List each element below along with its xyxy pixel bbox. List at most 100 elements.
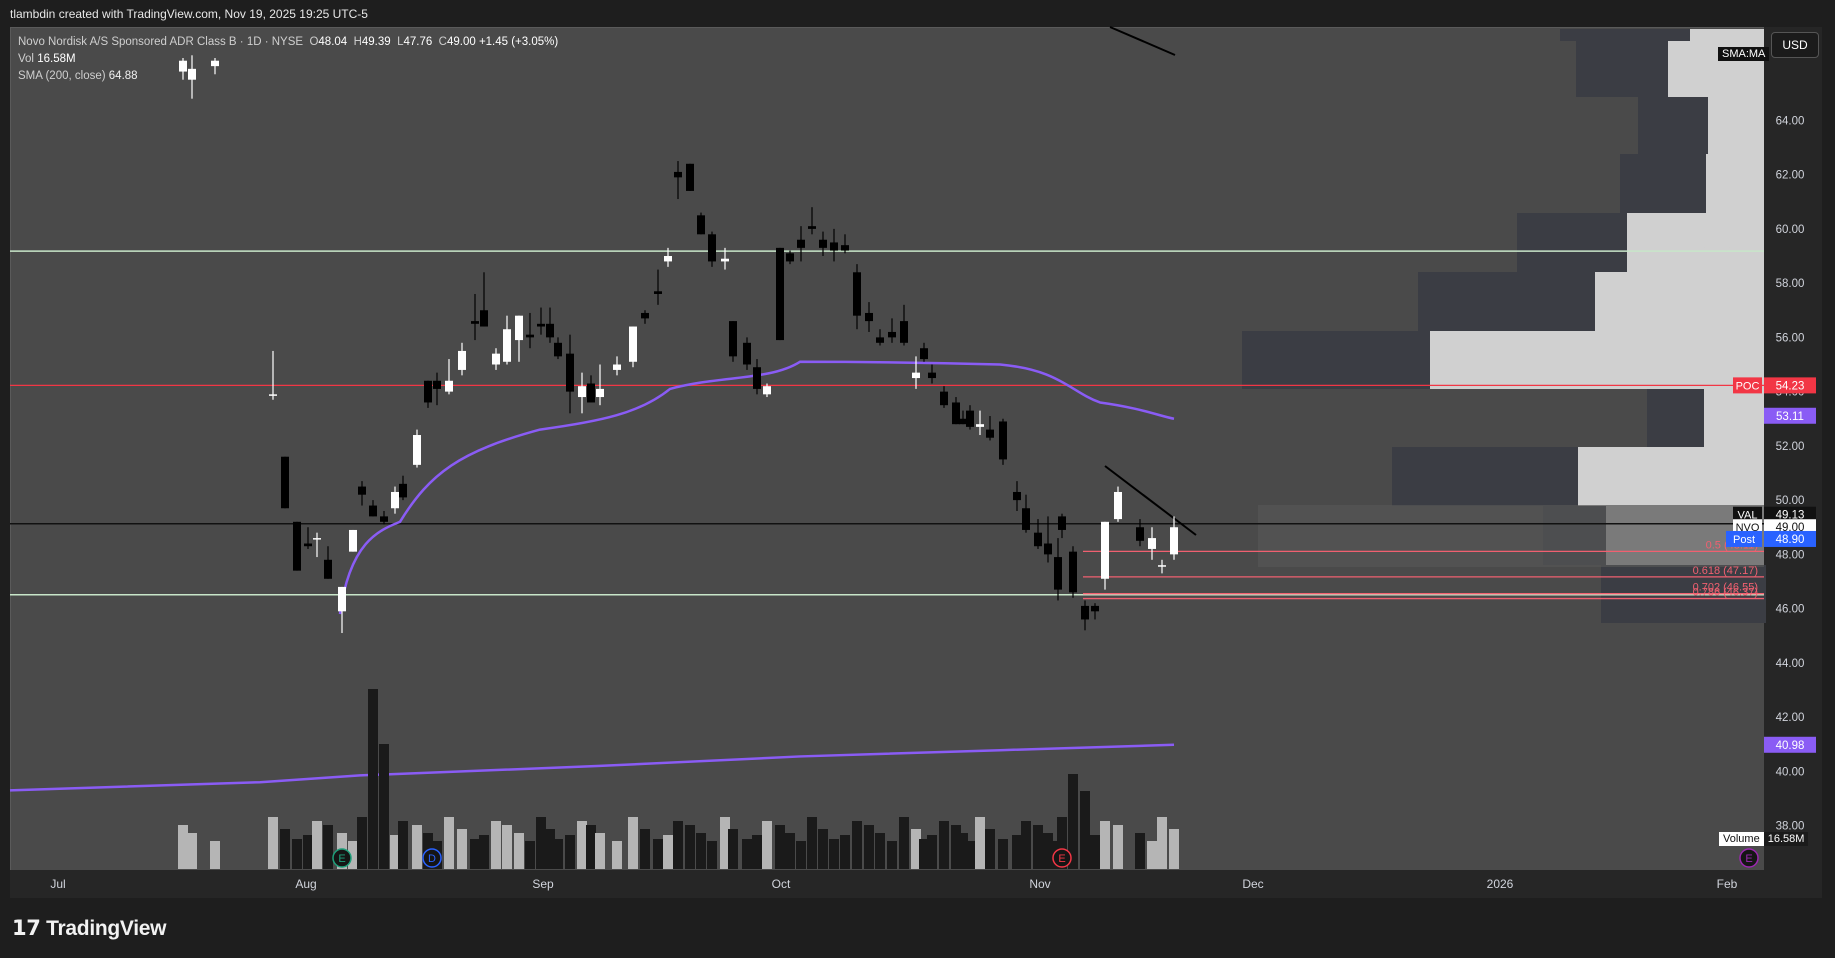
volume-bar [612,841,622,869]
candle-body [433,380,441,389]
candle-body [999,421,1007,460]
candle-body [674,171,682,178]
x-tick: Nov [1029,877,1050,891]
candle-body [708,234,716,262]
volume-bar [553,839,563,869]
candle-body [391,491,399,509]
y-tick: 44.00 [1776,658,1805,670]
fib-label: 0.618 (47.17) [1693,565,1758,577]
candle-body [566,353,574,392]
currency-button[interactable]: USD [1771,32,1819,58]
volume-bar [1157,817,1167,869]
volume-tag-label: Volume [1719,832,1764,846]
x-tick: Sep [532,877,554,891]
candle-body [458,350,466,370]
candle-body [188,68,196,80]
candle-body [1091,605,1099,612]
fib-label: 0.618 (59.18) [1693,239,1758,251]
candle-body [1170,527,1178,555]
y-tick: 48.00 [1776,549,1805,561]
candle-body [743,342,751,365]
candle-body [281,456,289,509]
x-tick: 2026 [1487,877,1514,891]
sma-value: 64.88 [108,70,138,82]
tradingview-logo[interactable]: 𝟭𝟳 TradingView [12,916,166,941]
volume-bar [1090,835,1100,869]
volume-profile-dark [1647,389,1704,447]
volume-bar [685,825,695,869]
open-value: 48.04 [318,36,348,48]
candle-body [515,315,523,341]
y-tick: 56.00 [1776,332,1805,344]
volume-profile-dark [1620,154,1706,213]
candle-body [578,386,586,398]
candle-body [976,424,984,427]
volume-bar [1080,791,1090,869]
candle-body [1034,532,1042,547]
candle-body [641,312,649,319]
candle-body [776,247,784,341]
candle-body [1101,521,1109,579]
volume-bar [875,833,885,869]
candle-body [797,239,805,248]
sma-tag: SMA:MA [1718,47,1770,61]
candle-body [471,321,479,324]
candle-body [1069,551,1077,593]
x-tick: Jul [50,877,65,891]
open-label: O [309,36,319,48]
candle-body [546,323,554,338]
volume-bar [673,821,683,869]
volume-bar [1068,774,1078,869]
price-label-bg-post [1764,530,1816,547]
candle-body [445,380,453,392]
symbol-name[interactable]: Novo Nordisk A/S Sponsored ADR Class B ·… [18,36,304,48]
candle-body [413,435,421,465]
x-tick: Feb [1717,877,1738,891]
volume-bar [707,841,717,869]
price-label-sma200: 40.98 [1776,740,1805,752]
price-tag-bg-val [1733,506,1762,523]
volume-bar [1100,821,1110,869]
candle-body [369,505,377,517]
volume-bar [720,817,730,869]
volume-bar [818,829,828,869]
candle-body [358,486,366,495]
volume-bar [312,821,322,869]
event-marker [422,848,442,868]
volume-profile-light [1690,29,1764,41]
volume-tag: Volume 16.58M [1719,832,1809,846]
volume-bar [586,825,596,869]
volume-bar [292,839,302,869]
candle-body [1158,565,1166,567]
candle-body [808,226,816,229]
volume-bar [1135,833,1145,869]
candle-body [721,258,729,262]
volume-bar [357,817,367,869]
y-tick: 64.00 [1776,115,1805,127]
volume-bar [927,835,937,869]
sma-label: SMA (200, close) [18,70,106,82]
candle-body [786,253,794,262]
close-label: C [438,36,447,48]
candle-body [753,367,761,389]
volume-bar [1147,841,1157,869]
candle-body [269,394,277,396]
volume-profile-dark [1517,213,1627,272]
volume-bar [864,825,874,869]
value-area-shade [1258,505,1764,567]
volume-bar [752,835,762,869]
volume-bar [268,817,278,869]
volume-profile-dark [1576,41,1668,97]
candle-body [324,559,332,579]
trendline-short [1104,465,1197,536]
candle-body [697,215,705,235]
candle-body [1148,538,1156,549]
change-value: +1.45 (+3.05%) [478,36,559,48]
price-label-poc: 54.23 [1776,380,1805,392]
volume-bar [899,817,909,869]
volume-bar [280,829,290,869]
candle-body [1022,508,1030,530]
candle-body [841,245,849,251]
volume-profile-dark [1418,272,1595,331]
